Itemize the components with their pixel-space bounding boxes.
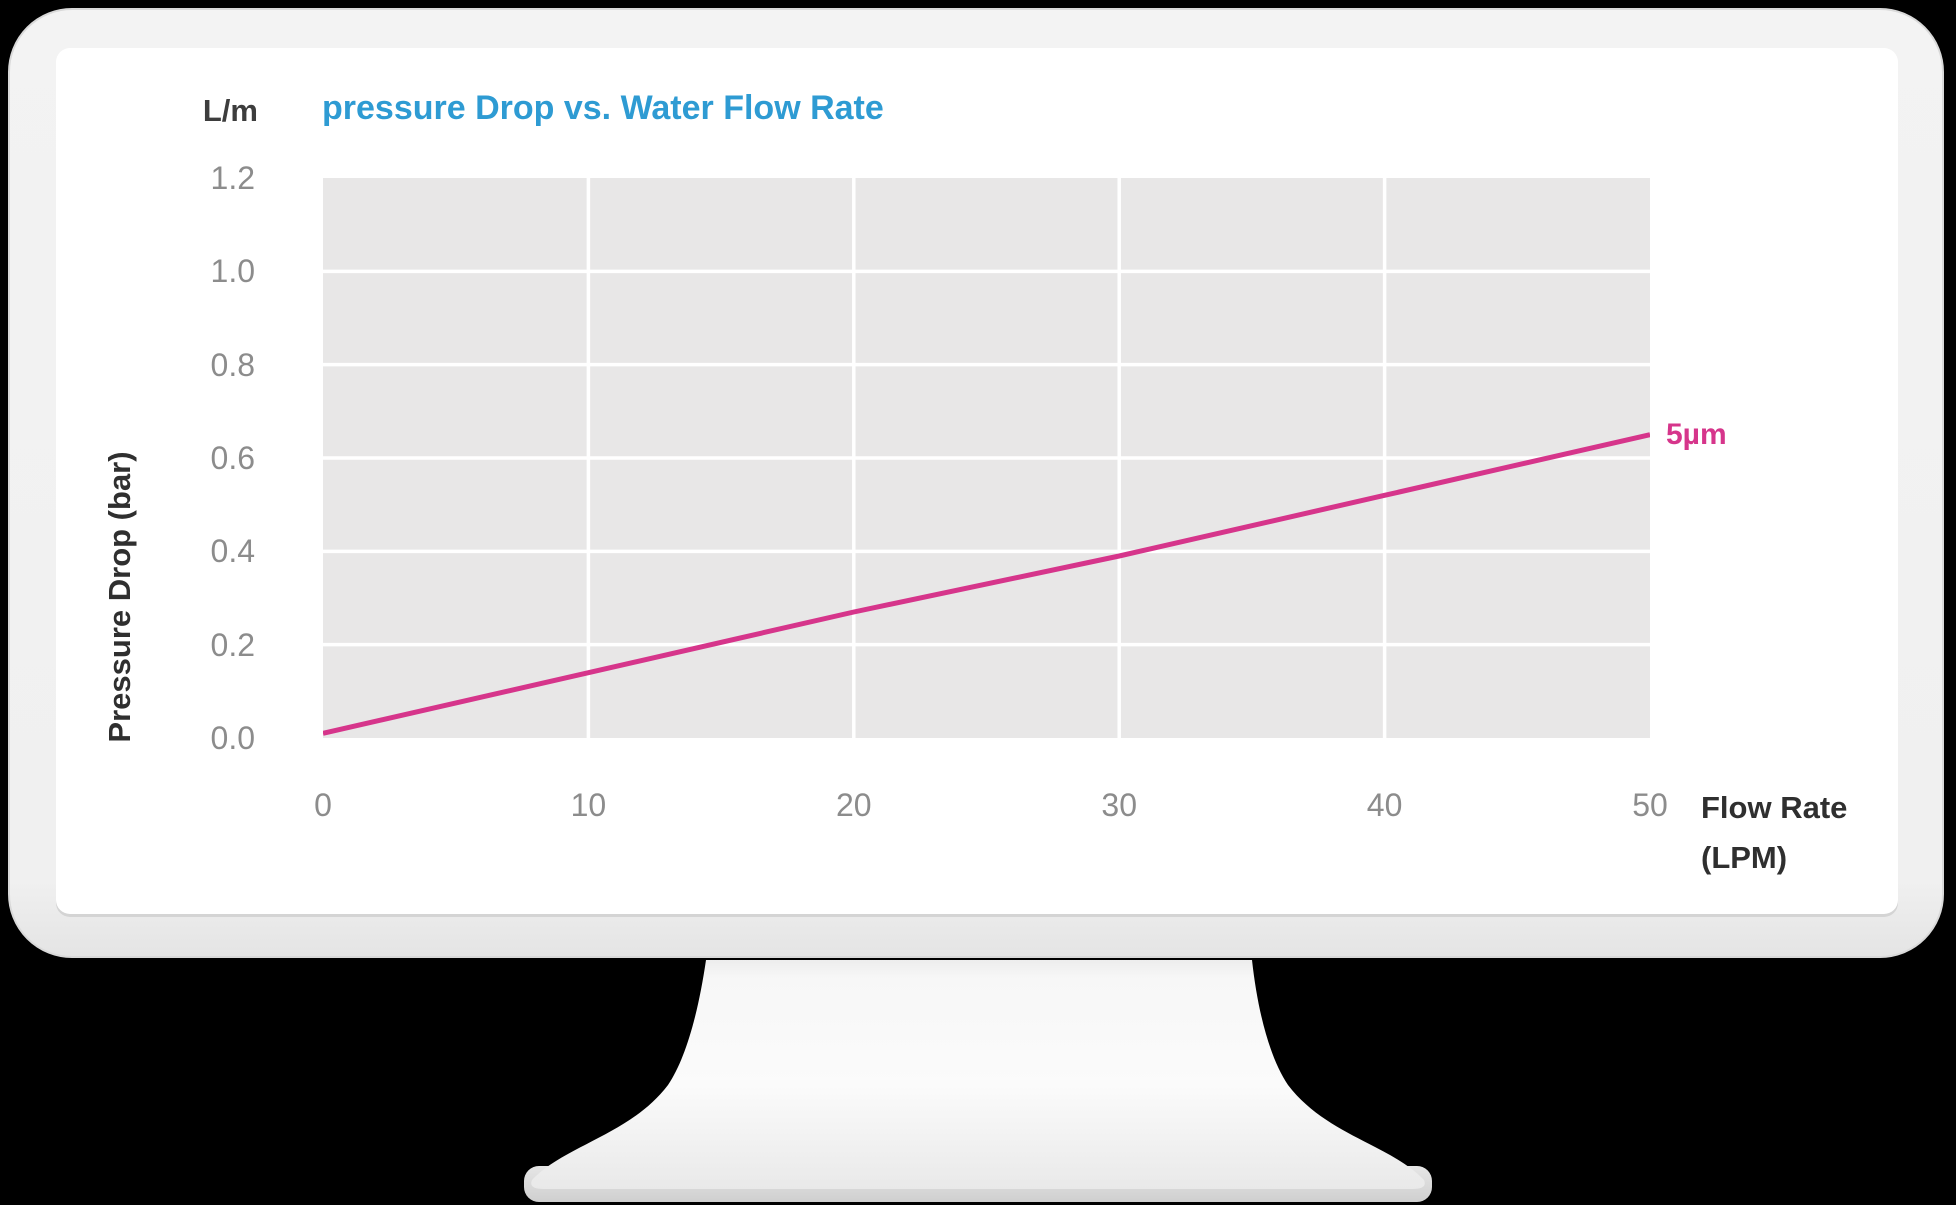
y-tick-label: 0.2 <box>210 626 255 663</box>
x-axis-title: Flow Rate (LPM) <box>1701 783 1847 883</box>
x-tick-label: 50 <box>1632 787 1668 823</box>
series-line-5µm <box>323 432 1650 736</box>
y-tick-label: 0.8 <box>210 346 255 383</box>
monitor-stand <box>524 960 1432 1202</box>
y-tick-label: 1.0 <box>210 253 255 290</box>
plot-area <box>323 178 1650 738</box>
y-axis-unit-label: L/m <box>202 93 258 128</box>
series-label-5um: 5µm <box>1666 417 1727 451</box>
x-axis-title-line1: Flow Rate <box>1701 790 1848 825</box>
stand-neck <box>531 960 1425 1189</box>
x-tick-label: 0 <box>314 787 332 823</box>
plot-svg <box>323 178 1650 738</box>
y-tick-label: 0.0 <box>210 720 255 756</box>
y-tick-label: 1.2 <box>210 160 255 196</box>
y-axis-title: Pressure Drop (bar) <box>102 451 137 743</box>
x-tick-label: 10 <box>570 787 607 823</box>
x-tick-label: 20 <box>836 787 872 823</box>
chart-title: pressure Drop vs. Water Flow Rate <box>322 89 884 127</box>
x-tick-label: 30 <box>1101 787 1137 823</box>
x-tick-label: 40 <box>1366 787 1403 823</box>
y-tick-label: 0.6 <box>210 440 255 476</box>
y-tick-label: 0.4 <box>210 533 255 570</box>
x-axis-title-line2: (LPM) <box>1701 840 1788 875</box>
